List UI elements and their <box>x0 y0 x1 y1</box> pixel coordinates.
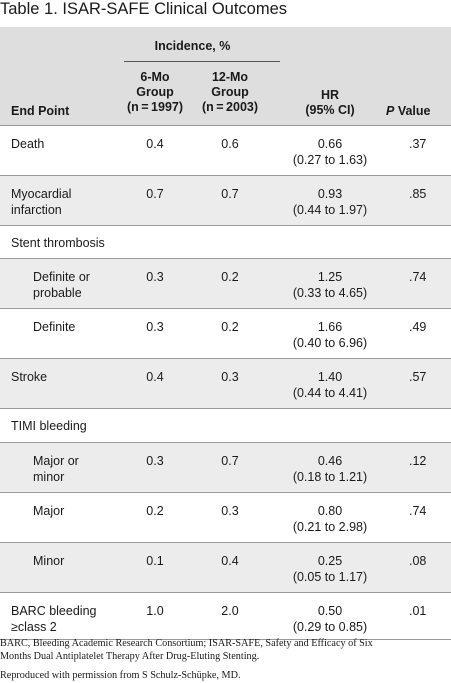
incidence-12mo-cell: 0.4 <box>221 554 239 568</box>
confidence-interval-cell: (0.29 to 0.85) <box>292 620 368 634</box>
p-value-cell: .01 <box>409 604 427 618</box>
header-incidence: Incidence, % <box>154 39 231 53</box>
table-title-text: ISAR-SAFE Clinical Outcomes <box>62 0 288 18</box>
header-6mo-group: 6-Mo Group (n = 1997) <box>126 70 184 114</box>
end-point-cell: Stent thrombosis <box>11 236 105 250</box>
row-divider <box>0 542 451 543</box>
incidence-6mo-cell: 0.4 <box>146 137 164 151</box>
incidence-6mo-cell: 1.0 <box>146 604 164 618</box>
hazard-ratio-cell: 0.66 <box>317 137 343 151</box>
header-end-point: End Point <box>11 104 70 118</box>
confidence-interval-cell: (0.21 to 2.98) <box>292 520 368 534</box>
table-row: Major or minor 0.3 0.7 0.46 (0.18 to 1.21) .12 <box>0 443 451 492</box>
row-divider <box>0 639 451 640</box>
hazard-ratio-cell: 0.50 <box>317 604 343 618</box>
incidence-6mo-cell: 0.4 <box>146 370 164 384</box>
footnote-abbreviations: BARC, Bleeding Academic Research Consort… <box>0 637 451 663</box>
p-value-cell: .37 <box>409 137 427 151</box>
table-row: Stroke 0.4 0.3 1.40 (0.44 to 4.41) .57 <box>0 359 451 408</box>
confidence-interval-cell: (0.40 to 6.96) <box>292 336 368 350</box>
incidence-6mo-cell: 0.7 <box>146 187 164 201</box>
incidence-12mo-cell: 0.7 <box>221 454 239 468</box>
p-value-cell: .12 <box>409 454 427 468</box>
footnote-line-1: BARC, Bleeding Academic Research Consort… <box>0 638 373 649</box>
table-row: Definite or probable 0.3 0.2 1.25 (0.33 to 4.… <box>0 259 451 308</box>
row-divider <box>0 225 451 226</box>
end-point-cell: TIMI bleeding <box>11 419 87 433</box>
incidence-12mo-cell: 0.2 <box>221 320 239 334</box>
footnote-line-2: Months Dual Antiplatelet Therapy After D… <box>0 651 260 662</box>
end-point-cell: Myocardial infarction <box>11 187 72 217</box>
row-divider <box>0 258 451 259</box>
incidence-12mo-cell: 0.2 <box>221 270 239 284</box>
table-header: Incidence, % 6-Mo Group (n = 1997) 12-Mo Gr… <box>0 27 451 125</box>
row-divider <box>0 308 451 309</box>
end-point-cell: Minor <box>33 554 65 568</box>
end-point-cell: Definite or probable <box>33 270 90 300</box>
end-point-cell: Major <box>33 504 65 518</box>
table-row: Death 0.4 0.6 0.66 (0.27 to 1.63) .37 <box>0 126 451 175</box>
row-divider <box>0 592 451 593</box>
confidence-interval-cell: (0.27 to 1.63) <box>292 153 368 167</box>
row-divider <box>0 175 451 176</box>
p-value-cell: .08 <box>409 554 427 568</box>
table-row: BARC bleeding ≥class 2 1.0 2.0 0.50 (0.29 to … <box>0 593 451 639</box>
row-divider <box>0 492 451 493</box>
row-divider <box>0 408 451 409</box>
confidence-interval-cell: (0.18 to 1.21) <box>292 470 368 484</box>
table-row: TIMI bleeding <box>0 409 451 442</box>
hazard-ratio-cell: 0.93 <box>317 187 343 201</box>
incidence-12mo-cell: 2.0 <box>221 604 239 618</box>
confidence-interval-cell: (0.44 to 1.97) <box>292 203 368 217</box>
confidence-interval-cell: (0.33 to 4.65) <box>292 286 368 300</box>
table-title: Table 1. ISAR-SAFE Clinical Outcomes <box>0 0 287 20</box>
row-divider <box>0 442 451 443</box>
hazard-ratio-cell: 0.46 <box>317 454 343 468</box>
incidence-12mo-cell: 0.3 <box>221 504 239 518</box>
incidence-12mo-cell: 0.3 <box>221 370 239 384</box>
p-value-cell: .74 <box>409 504 427 518</box>
end-point-cell: Stroke <box>11 370 48 384</box>
hazard-ratio-cell: 0.25 <box>317 554 343 568</box>
header-bottom-rule <box>0 125 451 126</box>
hazard-ratio-cell: 1.40 <box>317 370 343 384</box>
incidence-6mo-cell: 0.1 <box>146 554 164 568</box>
incidence-6mo-cell: 0.3 <box>146 270 164 284</box>
confidence-interval-cell: (0.44 to 4.41) <box>292 386 368 400</box>
header-p-value: P Value <box>386 104 431 118</box>
incidence-6mo-cell: 0.3 <box>146 320 164 334</box>
incidence-12mo-cell: 0.7 <box>221 187 239 201</box>
table-row: Definite 0.3 0.2 1.66 (0.40 to 6.96) .49 <box>0 309 451 358</box>
end-point-cell: Death <box>11 137 45 151</box>
hazard-ratio-cell: 1.25 <box>317 270 343 284</box>
incidence-6mo-cell: 0.3 <box>146 454 164 468</box>
header-12mo-group: 12-Mo Group (n = 2003) <box>201 70 259 114</box>
footnote-credit: Reproduced with permission from S Schulz… <box>0 670 241 681</box>
end-point-cell: BARC bleeding ≥class 2 <box>11 604 97 634</box>
incidence-12mo-cell: 0.6 <box>221 137 239 151</box>
p-value-cell: .74 <box>409 270 427 284</box>
table-row: Minor 0.1 0.4 0.25 (0.05 to 1.17) .08 <box>0 543 451 592</box>
table-number: Table 1. <box>0 0 58 18</box>
table-row: Major 0.2 0.3 0.80 (0.21 to 2.98) .74 <box>0 493 451 542</box>
end-point-cell: Major or minor <box>33 454 79 484</box>
row-divider <box>0 358 451 359</box>
header-hr: HR (95% CI) <box>305 88 355 117</box>
p-value-cell: .57 <box>409 370 427 384</box>
end-point-cell: Definite <box>33 320 76 334</box>
hazard-ratio-cell: 1.66 <box>317 320 343 334</box>
outcomes-table: Incidence, % 6-Mo Group (n = 1997) 12-Mo Gr… <box>0 27 451 640</box>
incidence-6mo-cell: 0.2 <box>146 504 164 518</box>
hazard-ratio-cell: 0.80 <box>317 504 343 518</box>
incidence-underline <box>124 61 280 62</box>
confidence-interval-cell: (0.05 to 1.17) <box>292 570 368 584</box>
p-value-cell: .49 <box>409 320 427 334</box>
table-row: Stent thrombosis <box>0 226 451 258</box>
table-row: Myocardial infarction 0.7 0.7 0.93 (0.44 to 1… <box>0 176 451 225</box>
p-value-cell: .85 <box>409 187 427 201</box>
